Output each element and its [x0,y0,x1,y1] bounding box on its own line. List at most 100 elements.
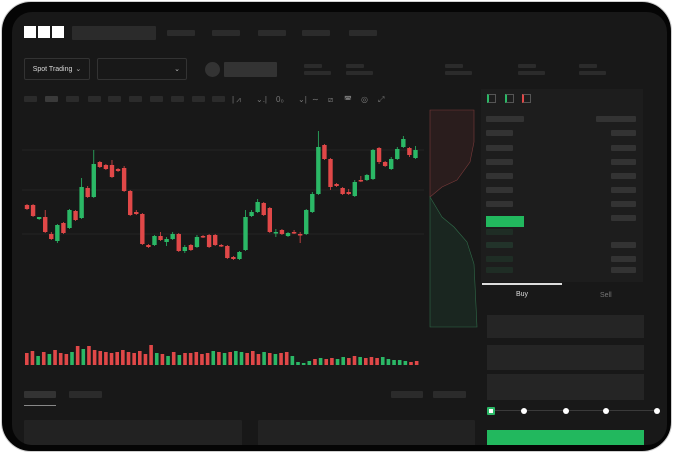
price-chart[interactable] [12,12,667,445]
slider-stop-25[interactable] [521,408,527,414]
candle-body [152,236,157,245]
filter-button[interactable] [433,391,466,398]
indicator-icon[interactable]: ⌄.| [256,95,268,104]
slider-handle[interactable] [487,407,495,415]
timeframe-button[interactable] [192,96,205,102]
candle-body [36,217,42,219]
slider-track[interactable] [492,410,657,411]
volume-bar [364,358,368,365]
volume-bar [228,352,232,365]
nav-item[interactable] [258,30,286,36]
orders-tab[interactable] [24,391,56,398]
volume-bar [138,351,142,365]
candle-body [182,247,188,251]
order-book-price[interactable] [486,229,513,235]
volume-bar [53,350,57,365]
volume-bar [132,353,136,365]
settings-icon[interactable]: ◎ [361,95,368,104]
asks-only-icon[interactable] [522,94,531,103]
candle-body [340,188,345,194]
volume-bar [30,351,35,365]
candle-body [225,246,230,258]
timeframe-button[interactable] [212,96,225,102]
nav-item[interactable] [212,30,240,36]
order-book-amount [611,242,636,248]
camera-icon[interactable]: ◚ [344,95,352,104]
candle-body [43,217,48,232]
order-book-price[interactable] [486,130,513,136]
history-tab[interactable] [69,391,102,398]
timeframe-button[interactable] [171,96,184,102]
order-book-price[interactable] [486,256,513,262]
volume-bar [36,356,40,365]
spot-trading-dropdown[interactable]: Spot Trading ⌄ [24,58,90,80]
candle-body [103,165,109,169]
active-tab-underline [24,405,56,406]
fullscreen-icon[interactable]: ⤢ [378,95,385,104]
order-book-price[interactable] [486,173,513,179]
dropdown-label: Spot Trading [32,65,73,73]
nav-item[interactable] [349,30,377,36]
volume-bar [369,357,374,365]
total-input[interactable] [487,374,644,400]
timeframe-button[interactable] [24,96,37,102]
ruler-icon[interactable]: ⧄ [328,95,334,104]
order-book-price[interactable] [486,159,513,165]
timeframe-button[interactable] [88,96,101,102]
slider-stop-75[interactable] [603,408,609,414]
volume-bar [25,353,29,365]
buy-tab[interactable]: Buy [516,291,529,298]
candles-icon[interactable]: | ⩘ [232,95,241,104]
volume-bar [81,349,86,365]
buy-button[interactable] [487,430,644,445]
volume-bar [75,346,80,365]
volume-bar [335,359,340,365]
order-book-price[interactable] [486,267,513,273]
slider-stop-100[interactable] [654,408,660,414]
timeframe-button[interactable] [45,96,58,102]
candle-body [158,236,163,240]
volume-bar [273,354,278,365]
line-icon[interactable]: ∼ [312,95,319,104]
search-bar[interactable] [72,26,156,40]
volume-bar [239,352,244,365]
dropdown-icon[interactable]: ⌄| [298,95,307,104]
pair-selector[interactable]: ⌄ [97,58,187,80]
volume-bar [64,354,69,365]
filter-button[interactable] [391,391,423,398]
candle-body [200,236,206,238]
candle-body [267,208,272,232]
order-book-amount [611,173,636,179]
timeframe-button[interactable] [66,96,79,102]
bids-only-icon[interactable] [505,94,514,103]
order-book-price[interactable] [486,145,513,151]
order-book-amount [611,130,636,136]
price-input[interactable] [487,315,644,338]
order-book-price[interactable] [486,242,513,248]
candle-body [261,203,266,215]
candle-body [334,184,339,186]
nav-item[interactable] [302,30,330,36]
order-book-price[interactable] [486,201,513,207]
timeframe-button[interactable] [150,96,163,102]
nav-item[interactable] [167,30,195,36]
slider-stop-50[interactable] [563,408,569,414]
volume-bar [403,361,408,365]
timeframe-button[interactable] [108,96,121,102]
volume-bar [397,360,402,365]
order-book-amount [611,159,636,165]
candle-body [194,237,200,247]
volume-bar [87,346,91,365]
both-sides-icon[interactable] [487,94,496,103]
order-book-price[interactable] [486,187,513,193]
volume-bar [313,359,317,365]
candle-body [97,162,103,167]
candle-body [255,202,260,212]
volume-bar [409,362,413,365]
amount-input[interactable] [487,345,644,370]
chart-type-icon[interactable]: 0₀ [276,95,284,104]
sell-tab[interactable]: Sell [600,292,612,299]
volume-bar [386,359,391,365]
timeframe-button[interactable] [129,96,142,102]
okx-logo[interactable] [24,26,64,38]
